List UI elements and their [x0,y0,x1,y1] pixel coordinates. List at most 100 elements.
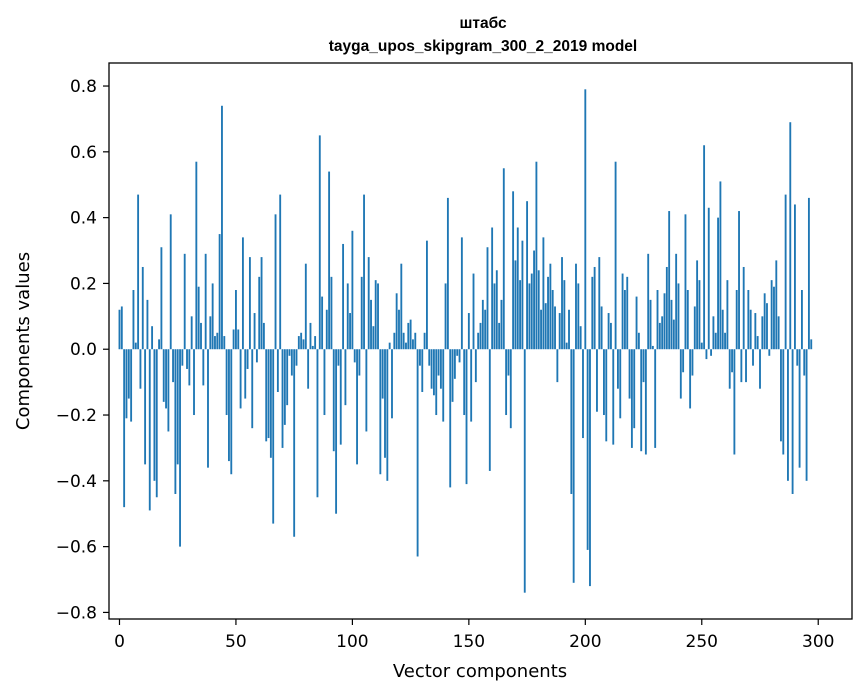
bar-163 [498,322,501,350]
bar-266 [738,211,740,350]
bar-1 [120,306,123,350]
bar-142 [449,349,452,488]
bar-71 [283,349,286,425]
bar-8 [137,194,140,350]
bar-10 [141,266,144,350]
bar-260 [724,332,726,350]
bar-9 [139,349,142,389]
bar-196 [575,263,577,350]
bar-263 [731,349,733,373]
bar-195 [572,349,575,583]
bar-279 [768,349,771,356]
y-tick-label: 0.2 [70,274,97,294]
bar-167 [507,349,510,376]
bar-284 [780,349,782,442]
bar-182 [542,237,545,350]
bar-53 [241,237,244,350]
bar-297 [810,339,813,350]
bar-3 [125,349,128,419]
bar-157 [484,309,487,350]
x-tick-label: 150 [453,632,485,652]
bar-26 [179,349,181,547]
bar-210 [607,313,610,350]
bar-0 [118,309,121,350]
bar-62 [262,322,265,350]
bar-20 [165,349,167,409]
bar-242 [682,349,685,373]
bar-52 [239,349,242,409]
bar-159 [488,349,491,471]
bar-178 [533,250,535,350]
bar-228 [649,299,652,350]
bar-289 [791,349,794,494]
bar-12 [146,299,149,350]
bar-226 [644,349,647,455]
bar-63 [265,349,268,442]
bar-288 [789,122,792,350]
bar-189 [558,313,561,350]
bar-124 [407,322,410,350]
bar-267 [740,349,743,383]
y-tick-label: 0.8 [70,77,97,97]
bar-74 [290,349,293,376]
bar-269 [745,349,747,383]
bar-161 [493,283,496,350]
bar-222 [635,296,638,350]
bar-140 [444,283,447,350]
bar-219 [628,349,631,399]
bar-254 [710,349,713,356]
bar-101 [353,349,356,363]
bar-197 [577,283,580,350]
bar-19 [162,349,165,402]
bar-285 [782,349,785,455]
bar-293 [800,290,803,350]
bar-79 [302,339,305,350]
bar-212 [612,349,615,445]
bar-198 [579,326,582,350]
bar-65 [269,349,272,458]
bar-192 [565,342,568,350]
bar-49 [232,329,235,350]
bar-32 [193,349,195,416]
bar-209 [605,349,608,442]
bar-99 [349,313,351,350]
bar-22 [169,214,172,350]
bar-141 [446,197,449,350]
bar-50 [235,290,237,350]
bar-248 [696,260,699,350]
bar-128 [416,349,419,557]
bar-202 [589,349,591,587]
x-tick-label: 200 [569,632,601,652]
bar-45 [223,336,226,350]
bar-180 [537,270,540,350]
bar-256 [714,332,717,350]
bar-46 [225,349,228,416]
bar-270 [747,290,750,350]
bar-110 [374,280,377,350]
bar-92 [332,349,335,452]
bar-227 [647,253,650,350]
bar-290 [794,204,796,350]
bar-37 [204,253,207,350]
bar-54 [244,349,247,399]
bar-291 [796,349,799,366]
bar-11 [144,349,147,465]
bar-188 [556,349,559,383]
bar-35 [200,322,202,350]
bar-84 [314,336,317,350]
bar-114 [384,349,386,458]
bar-257 [717,217,719,350]
y-tick-label: −0.2 [56,406,97,426]
bar-217 [623,290,626,350]
bar-134 [430,349,433,389]
bar-250 [700,342,703,350]
x-axis: 0 50 100 150 200 250 300 [114,619,834,652]
bar-24 [174,349,177,494]
bars-group [118,89,813,593]
bar-30 [188,349,191,386]
bar-41 [214,336,216,350]
bar-276 [761,316,764,350]
bar-136 [435,349,438,416]
bar-64 [267,349,270,439]
bar-232 [658,322,661,350]
